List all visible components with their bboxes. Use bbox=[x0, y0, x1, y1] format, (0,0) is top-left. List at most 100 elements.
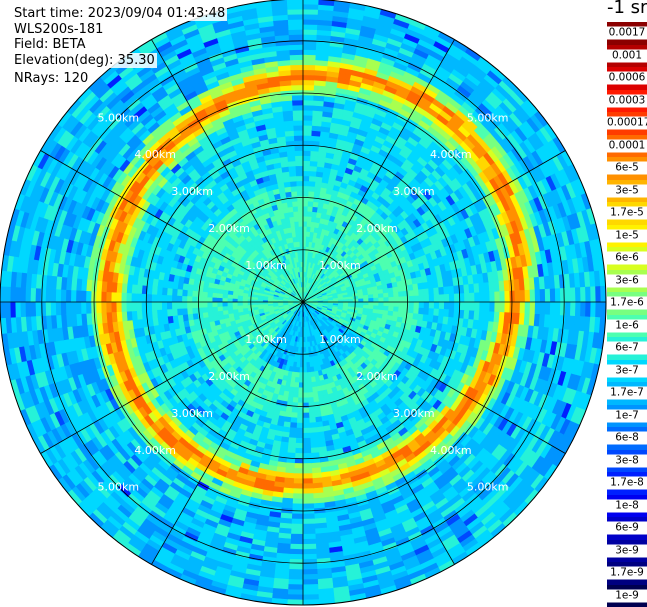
backscatter-cell bbox=[291, 402, 299, 409]
backscatter-cell bbox=[302, 165, 311, 172]
backscatter-cell bbox=[294, 447, 304, 454]
backscatter-cell bbox=[309, 160, 319, 167]
backscatter-cell bbox=[302, 134, 313, 141]
backscatter-cell bbox=[367, 294, 374, 299]
backscatter-cell bbox=[585, 301, 592, 318]
backscatter-cell bbox=[438, 294, 445, 303]
backscatter-cell bbox=[302, 215, 308, 222]
backscatter-cell bbox=[453, 309, 460, 319]
backscatter-cell bbox=[302, 220, 308, 227]
backscatter-cell bbox=[302, 452, 312, 459]
backscatter-cell bbox=[302, 382, 308, 389]
backscatter-cell bbox=[302, 523, 316, 530]
backscatter-cell bbox=[290, 412, 298, 419]
backscatter-cell bbox=[423, 288, 430, 297]
backscatter-cell bbox=[580, 286, 587, 303]
backscatter-cell bbox=[302, 170, 311, 177]
backscatter-cell bbox=[484, 301, 491, 313]
backscatter-cell bbox=[306, 376, 312, 384]
backscatter-cell bbox=[302, 568, 318, 576]
backscatter-cell bbox=[297, 402, 304, 409]
backscatter-cell bbox=[308, 180, 317, 187]
backscatter-cell bbox=[433, 287, 440, 296]
backscatter-cell bbox=[363, 301, 369, 306]
backscatter-cell bbox=[292, 397, 299, 404]
backscatter-cell bbox=[479, 292, 486, 303]
backscatter-cell bbox=[373, 297, 380, 303]
backscatter-cell bbox=[287, 594, 304, 601]
backscatter-cell bbox=[363, 298, 369, 303]
backscatter-cell bbox=[309, 170, 318, 177]
backscatter-cell bbox=[302, 0, 320, 5]
backscatter-cell bbox=[418, 288, 425, 297]
backscatter-cell bbox=[302, 528, 316, 535]
backscatter-cell bbox=[293, 473, 304, 480]
backscatter-cell bbox=[438, 308, 445, 318]
backscatter-cell bbox=[574, 301, 582, 317]
backscatter-cell bbox=[418, 301, 425, 309]
backscatter-cell bbox=[590, 301, 597, 318]
backscatter-cell bbox=[378, 301, 385, 307]
backscatter-cell bbox=[413, 289, 420, 297]
backscatter-cell bbox=[289, 422, 298, 429]
backscatter-cell bbox=[288, 563, 304, 571]
backscatter-cell bbox=[306, 371, 312, 378]
backscatter-cell bbox=[534, 301, 541, 315]
backscatter-cell bbox=[307, 195, 315, 202]
backscatter-cell bbox=[504, 290, 511, 303]
backscatter-cell bbox=[286, 599, 304, 606]
backscatter-cell bbox=[292, 498, 304, 505]
backscatter-cell bbox=[312, 391, 319, 398]
backscatter-cell bbox=[302, 8, 319, 15]
backscatter-cell bbox=[388, 292, 395, 298]
backscatter-cell bbox=[302, 498, 314, 505]
backscatter-cell bbox=[383, 292, 390, 299]
backscatter-cell bbox=[310, 447, 320, 454]
backscatter-cell bbox=[524, 289, 531, 303]
backscatter-cell bbox=[569, 301, 577, 317]
backscatter-cell bbox=[398, 291, 405, 298]
backscatter-cell bbox=[408, 295, 415, 303]
backscatter-cell bbox=[358, 298, 364, 303]
backscatter-cell bbox=[291, 503, 304, 510]
backscatter-cell bbox=[293, 463, 304, 469]
backscatter-cell bbox=[378, 297, 385, 303]
backscatter-cell bbox=[403, 301, 410, 308]
backscatter-cell bbox=[291, 508, 304, 515]
backscatter-cell bbox=[302, 589, 319, 596]
backscatter-cell bbox=[509, 301, 516, 314]
backscatter-cell bbox=[418, 307, 425, 316]
backscatter-cell bbox=[302, 488, 314, 495]
backscatter-cell bbox=[302, 109, 314, 116]
backscatter-cell bbox=[302, 33, 318, 41]
backscatter-cell bbox=[302, 538, 317, 545]
backscatter-cell bbox=[302, 64, 316, 71]
backscatter-cell bbox=[302, 432, 311, 439]
backscatter-cell bbox=[302, 119, 313, 126]
backscatter-cell bbox=[302, 407, 310, 414]
backscatter-cell bbox=[489, 301, 496, 313]
backscatter-cell bbox=[297, 397, 304, 404]
backscatter-cell bbox=[302, 463, 313, 469]
backscatter-cell bbox=[544, 288, 551, 303]
backscatter-cell bbox=[309, 437, 319, 444]
backscatter-cell bbox=[544, 301, 551, 316]
backscatter-cell bbox=[438, 286, 445, 296]
backscatter-cell bbox=[484, 291, 491, 303]
backscatter-cell bbox=[403, 290, 410, 298]
backscatter-cell bbox=[464, 301, 470, 312]
backscatter-cell bbox=[302, 392, 309, 399]
backscatter-cell bbox=[298, 372, 304, 379]
backscatter-cell bbox=[398, 301, 405, 308]
backscatter-cell bbox=[292, 483, 304, 490]
backscatter-cell bbox=[308, 412, 316, 419]
backscatter-cell bbox=[392, 286, 399, 293]
backscatter-cell bbox=[289, 548, 304, 555]
backscatter-cell bbox=[311, 386, 318, 393]
backscatter-cell bbox=[302, 558, 318, 565]
backscatter-cell bbox=[474, 292, 481, 303]
backscatter-cell bbox=[302, 74, 316, 81]
backscatter-cell bbox=[353, 298, 359, 303]
backscatter-cell bbox=[302, 518, 315, 525]
backscatter-cell bbox=[524, 301, 531, 315]
